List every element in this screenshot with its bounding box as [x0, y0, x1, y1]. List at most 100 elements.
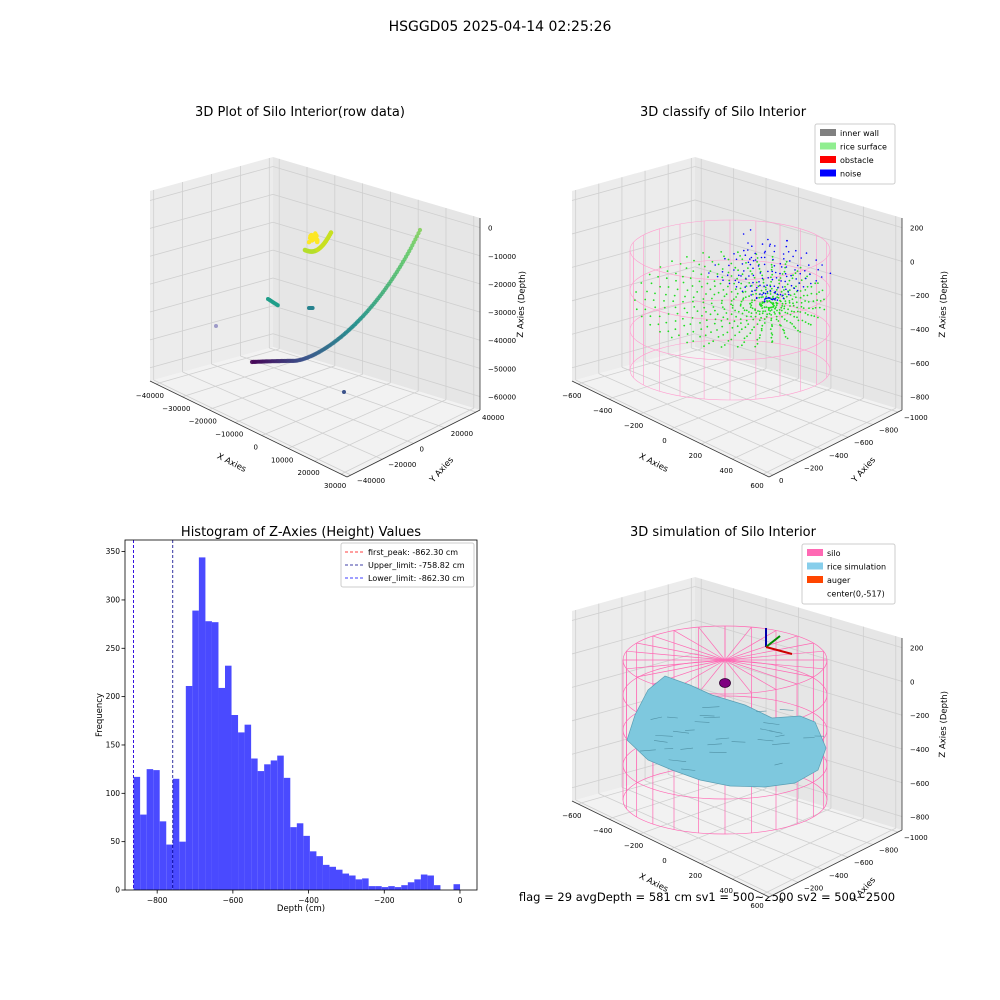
- rice-surface-point: [723, 295, 726, 298]
- rice-surface-point: [775, 306, 777, 308]
- grid-line: [575, 799, 774, 896]
- data-point: [314, 234, 319, 239]
- x-tick-label: 400: [720, 887, 733, 895]
- noise-point: [722, 279, 724, 282]
- grid-line: [598, 793, 799, 883]
- rice-surface-point: [665, 293, 667, 296]
- x-axis-label: X Axies: [637, 452, 670, 475]
- rice-surface-point: [702, 252, 704, 254]
- grid-line: [571, 652, 696, 688]
- status-readout: flag = 29 avgDepth = 581 cm sv1 = 500~25…: [519, 890, 895, 904]
- rice-surface-point: [711, 297, 713, 300]
- rice-surface-point: [737, 251, 739, 254]
- rice-surface-point: [686, 333, 689, 335]
- rice-surface-point: [685, 267, 688, 269]
- noise-point: [763, 285, 765, 288]
- rice-surface-point: [758, 319, 761, 322]
- data-point: [275, 303, 280, 308]
- data-point: [214, 324, 218, 328]
- legend-box: [801, 543, 896, 605]
- z-tick-label: −800: [910, 394, 929, 402]
- noise-point: [781, 286, 784, 288]
- rice-surface-point: [818, 306, 821, 309]
- chart-title: 3D simulation of Silo Interior: [630, 525, 817, 540]
- x-tick-label: −600: [562, 392, 581, 400]
- rice-surface-point: [785, 260, 788, 263]
- surface-mesh-line: [707, 743, 722, 746]
- auger-axis: [765, 635, 781, 648]
- y-tick-label: 150: [106, 740, 121, 749]
- noise-point: [782, 297, 785, 300]
- rice-surface-point: [692, 300, 694, 303]
- histogram-bar: [316, 856, 323, 890]
- noise-point: [776, 299, 779, 301]
- rice-surface-point: [678, 334, 680, 337]
- rice-surface-point: [795, 301, 798, 304]
- rice-surface-point: [760, 303, 763, 306]
- rice-surface-point: [812, 307, 814, 310]
- rice-surface-point: [659, 330, 661, 333]
- rice-surface-point: [734, 334, 736, 337]
- noise-point: [796, 289, 799, 292]
- silo-roof-line: [724, 659, 814, 678]
- rice-surface-point: [716, 313, 719, 316]
- rice-surface-point: [778, 282, 781, 285]
- y-tick-label: 100: [106, 789, 121, 798]
- histogram-bar: [290, 827, 297, 890]
- silo-roof-line: [636, 659, 726, 678]
- noise-point: [789, 260, 791, 262]
- noise-point: [761, 243, 764, 245]
- rice-surface-point: [800, 301, 803, 304]
- rice-surface-point: [784, 285, 786, 288]
- histogram-bar: [198, 557, 206, 890]
- histogram-bar: [179, 841, 186, 890]
- rice-surface-point: [674, 328, 677, 331]
- histogram-bar: [251, 758, 258, 890]
- rice-surface-point: [765, 288, 767, 291]
- rice-surface-point: [743, 337, 746, 340]
- noise-point: [757, 265, 760, 267]
- rice-surface-point: [649, 315, 652, 318]
- noise-point: [764, 292, 767, 295]
- rice-surface-point: [764, 310, 767, 312]
- rice-surface-point: [792, 302, 794, 305]
- rice-surface-point: [804, 321, 807, 323]
- y-tick-label: 0: [115, 886, 120, 895]
- rice-surface-point: [712, 340, 715, 343]
- surface-mesh-line: [694, 721, 710, 723]
- rice-surface-point: [736, 325, 739, 328]
- grid-line: [272, 221, 481, 285]
- chart-title: 3D Plot of Silo Interior(row data): [195, 105, 405, 120]
- legend-swatch: [820, 169, 836, 177]
- rice-surface-point: [816, 299, 818, 302]
- rice-surface-point: [812, 300, 815, 303]
- rice-surface-point: [756, 342, 759, 345]
- legend-swatch: [807, 562, 823, 570]
- rice-surface-point: [689, 277, 692, 280]
- noise-point: [726, 274, 729, 277]
- rice-surface-point: [755, 312, 758, 314]
- noise-point: [792, 255, 794, 258]
- rice-surface-point: [770, 309, 773, 311]
- rice-surface-point: [779, 277, 782, 279]
- rice-surface-point: [716, 273, 719, 275]
- surface-mesh-line: [715, 737, 730, 740]
- noise-point: [758, 281, 760, 283]
- rice-surface-point: [760, 316, 762, 319]
- rice-surface-point: [799, 296, 802, 299]
- legend-swatch: [820, 156, 836, 163]
- z-tick-label: −20000: [488, 281, 516, 289]
- rice-surface-point: [758, 310, 761, 313]
- histogram-bar: [166, 844, 173, 890]
- rice-surface-point: [686, 311, 689, 314]
- noise-point: [728, 264, 730, 267]
- rice-surface-point: [676, 312, 679, 315]
- rice-surface-point: [739, 318, 742, 320]
- rice-surface-point: [751, 328, 753, 331]
- histogram-bar: [205, 621, 212, 890]
- rice-surface-point: [721, 299, 723, 302]
- legend-entry: Lower_limit: -862.30 cm: [368, 574, 465, 583]
- data-point: [310, 306, 315, 310]
- y-tick-label: −200: [804, 464, 823, 472]
- rice-surface-point: [736, 277, 738, 280]
